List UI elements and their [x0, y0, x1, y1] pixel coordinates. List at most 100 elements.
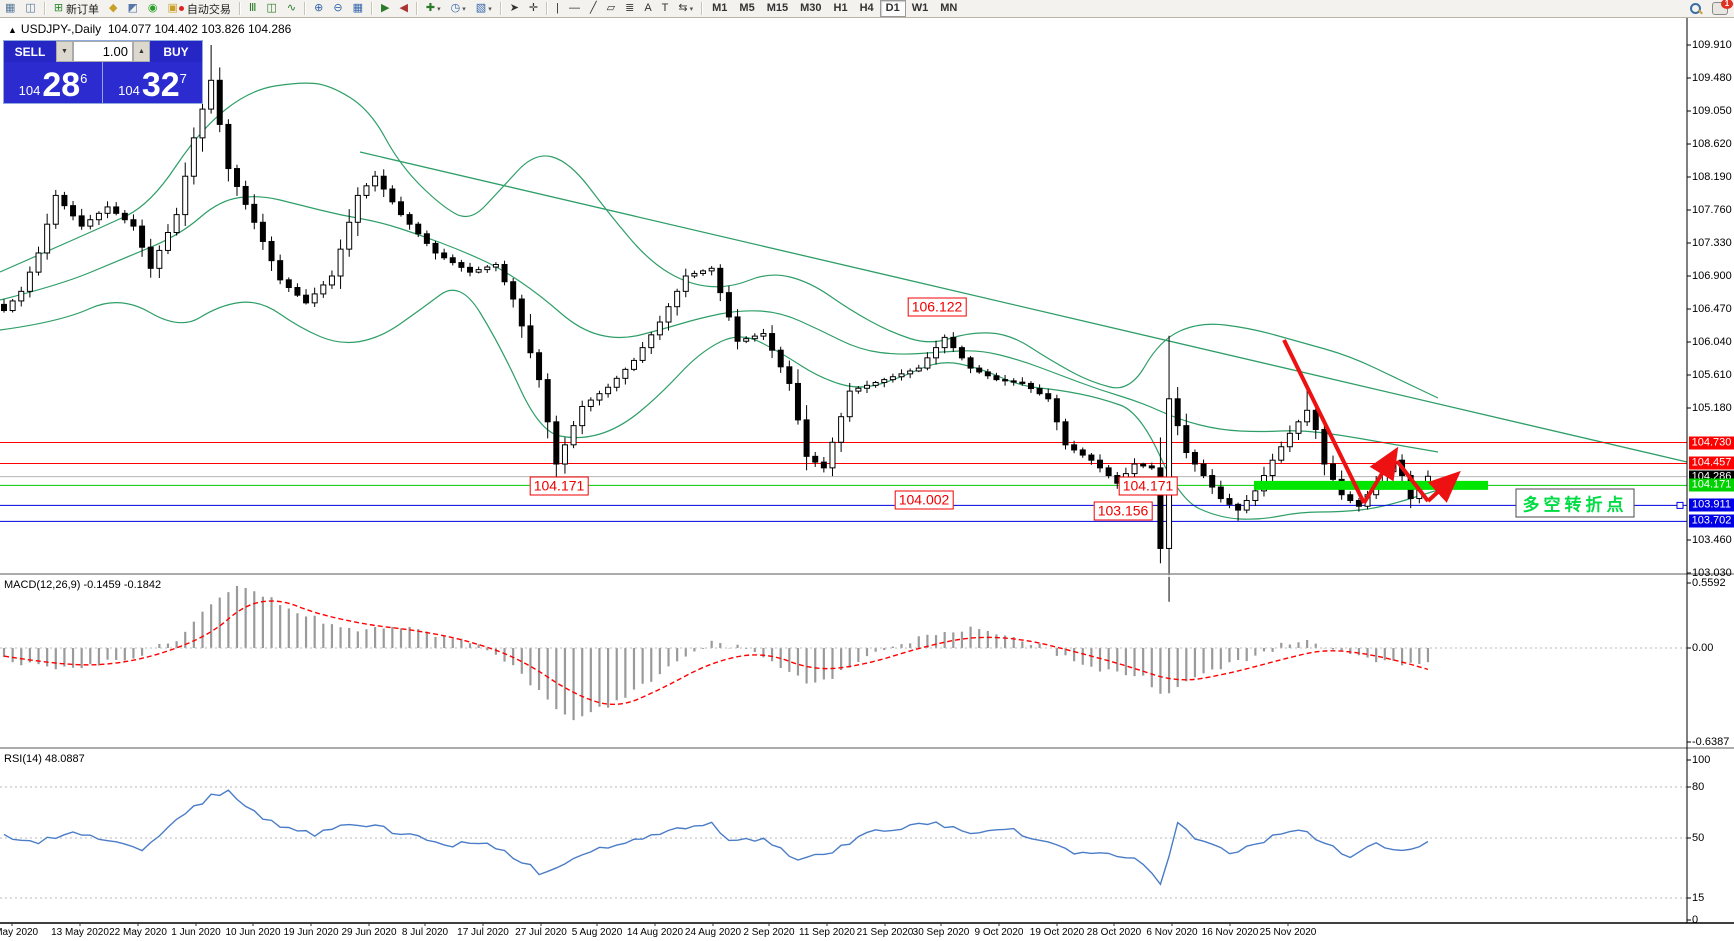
- chart-shift-button[interactable]: ◀: [395, 0, 411, 17]
- new-order-button[interactable]: ⊞ 新订单: [50, 0, 103, 17]
- pivot-note-label[interactable]: 多空转折点: [1515, 488, 1635, 518]
- timeframe-h4-button[interactable]: H4: [859, 2, 874, 14]
- volume-input[interactable]: 1.00: [73, 41, 133, 62]
- date-label[interactable]: 27 Jul 2020: [515, 927, 567, 938]
- text-button[interactable]: A: [640, 0, 655, 17]
- date-label[interactable]: 2 Sep 2020: [743, 927, 795, 938]
- date-label[interactable]: 10 Jun 2020: [225, 927, 281, 938]
- timeframe-h1-button[interactable]: H1: [833, 2, 848, 14]
- sell-button[interactable]: SELL: [4, 41, 56, 62]
- candle-body: [44, 223, 51, 254]
- red-trend-arrow-2[interactable]: [1362, 446, 1399, 505]
- cursor-icon: ➤: [509, 2, 519, 14]
- date-label[interactable]: 30 Sep 2020: [912, 927, 970, 938]
- level-line-handle[interactable]: [1676, 501, 1684, 509]
- equidistant-channel-button[interactable]: ▱: [603, 0, 619, 17]
- candle-body: [139, 225, 146, 248]
- candle-body: [1036, 388, 1043, 395]
- arrows-dropdown-icon[interactable]: ▾: [689, 5, 694, 13]
- text-label-button[interactable]: T: [658, 0, 673, 17]
- candle-body: [846, 390, 853, 418]
- bars-chart-button[interactable]: Ⅲ: [245, 0, 261, 17]
- date-label[interactable]: 8 Jul 2020: [401, 927, 449, 938]
- zoom-out-button[interactable]: ⊖: [329, 0, 346, 17]
- date-label[interactable]: 5 Aug 2020: [571, 927, 623, 938]
- timeframe-m5-button[interactable]: M5: [739, 2, 755, 14]
- date-label[interactable]: 24 Aug 2020: [684, 927, 742, 938]
- candles-chart-button[interactable]: ◫: [263, 0, 281, 17]
- periods-dropdown-icon[interactable]: ▾: [462, 5, 466, 13]
- date-label[interactable]: 25 Nov 2020: [1259, 927, 1317, 938]
- fibonacci-button[interactable]: ≣: [621, 0, 638, 17]
- search-icon[interactable]: [1690, 2, 1703, 15]
- candle-body: [907, 370, 914, 375]
- date-label[interactable]: 19 Jun 2020: [283, 927, 339, 938]
- price-annotation-106.122[interactable]: 106.122: [907, 297, 967, 317]
- candle-body: [311, 293, 318, 304]
- chart-window-button[interactable]: ▦: [1, 0, 19, 17]
- indicators-dropdown-icon[interactable]: ▾: [437, 5, 441, 13]
- timeframe-m1-button[interactable]: M1: [712, 2, 728, 14]
- date-label[interactable]: 5 May 2020: [0, 927, 39, 938]
- timeframe-m30-button[interactable]: M30: [800, 2, 822, 14]
- date-label[interactable]: 6 Nov 2020: [1146, 927, 1198, 938]
- notifications-icon[interactable]: 1: [1712, 0, 1733, 15]
- date-label[interactable]: 21 Sep 2020: [856, 927, 914, 938]
- buy-price[interactable]: 104 32 7: [103, 62, 202, 103]
- date-label[interactable]: 9 Oct 2020: [974, 927, 1024, 938]
- tile-windows-button[interactable]: ▦: [349, 0, 367, 17]
- red-trend-arrow-3[interactable]: [1395, 459, 1430, 503]
- candle-body: [829, 441, 836, 469]
- volume-decrease-button[interactable]: ▼: [56, 41, 73, 62]
- indicators-button[interactable]: ✚ ▾: [422, 0, 445, 17]
- candle-body: [570, 425, 577, 446]
- date-label[interactable]: 17 Jul 2020: [457, 927, 509, 938]
- date-label[interactable]: 28 Oct 2020: [1086, 927, 1142, 938]
- sell-price[interactable]: 104 28 6: [4, 62, 103, 103]
- volume-increase-button[interactable]: ▲: [133, 41, 150, 62]
- arrows-button[interactable]: ⇆ ▾: [674, 0, 697, 17]
- timeframe-w1-button[interactable]: W1: [911, 2, 929, 14]
- date-label[interactable]: 29 Jun 2020: [341, 927, 397, 938]
- trendline-button[interactable]: ╱: [586, 0, 601, 17]
- date-label[interactable]: 1 Jun 2020: [171, 927, 221, 938]
- vertical-line-button[interactable]: |: [552, 0, 563, 17]
- descending-trendline[interactable]: [359, 151, 1688, 463]
- macd-tick-label: 0.5592: [1692, 577, 1726, 589]
- price-annotation-104.171[interactable]: 104.171: [529, 476, 589, 496]
- collapse-panel-icon[interactable]: ▲: [8, 25, 17, 35]
- funds-button[interactable]: ◆: [105, 0, 121, 17]
- price-annotation-103.156[interactable]: 103.156: [1093, 501, 1153, 521]
- date-label[interactable]: 16 Nov 2020: [1201, 927, 1259, 938]
- auto-scroll-button[interactable]: ▶: [377, 0, 393, 17]
- timeframe-mn-button[interactable]: MN: [940, 2, 958, 14]
- date-label[interactable]: 22 May 2020: [109, 927, 167, 938]
- zoom-in-button[interactable]: ⊕: [310, 0, 327, 17]
- candles-chart-icon: ◫: [266, 2, 277, 14]
- date-label[interactable]: 14 Aug 2020: [626, 927, 684, 938]
- horizontal-line-button[interactable]: —: [565, 0, 584, 17]
- experts-button[interactable]: ◩: [124, 0, 142, 17]
- periods-button[interactable]: ◷ ▾: [447, 0, 470, 17]
- templates-button[interactable]: ▧ ▾: [472, 0, 496, 17]
- price-annotation-104.171[interactable]: 104.171: [1118, 476, 1178, 496]
- price-annotation-104.002[interactable]: 104.002: [894, 490, 954, 510]
- buy-button[interactable]: BUY: [150, 41, 202, 62]
- date-label[interactable]: 19 Oct 2020: [1029, 927, 1085, 938]
- cursor-button[interactable]: ➤: [506, 0, 523, 17]
- line-chart-button[interactable]: ∿: [283, 0, 300, 17]
- candle-body: [665, 306, 672, 323]
- autotrading-button[interactable]: ▣ 自动交易: [164, 0, 235, 17]
- red-trend-arrow-4[interactable]: [1426, 470, 1461, 503]
- timeframe-m15-button[interactable]: M15: [766, 2, 789, 14]
- preview-button[interactable]: ◫: [21, 0, 39, 17]
- templates-dropdown-icon[interactable]: ▾: [488, 5, 492, 13]
- date-label[interactable]: 13 May 2020: [51, 927, 109, 938]
- crosshair-button[interactable]: ✛: [525, 0, 542, 17]
- date-label[interactable]: 11 Sep 2020: [799, 927, 855, 938]
- signals-button[interactable]: ◉: [144, 0, 162, 17]
- timeframe-d1-button[interactable]: D1: [879, 0, 906, 17]
- red-trend-arrow-1[interactable]: [1282, 339, 1366, 504]
- zoom-out-icon: ⊖: [333, 2, 343, 14]
